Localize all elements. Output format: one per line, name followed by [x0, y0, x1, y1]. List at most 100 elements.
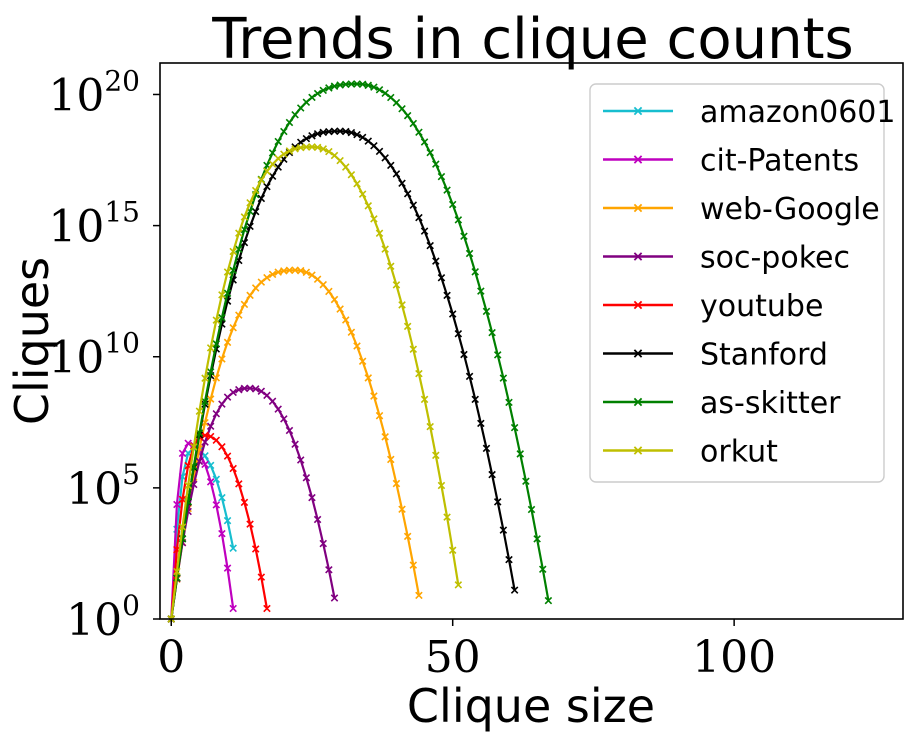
data-point-marker	[229, 544, 237, 552]
data-point-marker	[364, 202, 373, 210]
data-point-marker	[398, 505, 406, 513]
data-point-marker	[370, 83, 378, 91]
data-point-marker	[460, 350, 468, 359]
data-point-marker	[330, 151, 339, 160]
data-point-marker	[341, 163, 350, 171]
data-point-marker	[443, 513, 451, 521]
data-point-marker	[308, 132, 316, 140]
y-tick-label: 1015	[48, 196, 140, 253]
y-tick-exponent: 10	[104, 327, 140, 360]
data-point-marker	[223, 564, 232, 572]
y-tick-base: 10	[66, 464, 122, 515]
data-point-marker	[308, 271, 316, 279]
data-point-marker	[195, 407, 204, 415]
data-point-marker	[302, 134, 311, 143]
data-point-marker	[263, 182, 271, 191]
data-point-marker	[201, 397, 209, 406]
data-point-marker	[235, 480, 243, 488]
data-point-marker	[212, 340, 221, 348]
data-point-marker	[448, 200, 457, 209]
data-point-marker	[251, 186, 260, 195]
data-point-marker	[426, 422, 434, 431]
data-point-marker	[313, 89, 322, 98]
data-point-marker	[409, 119, 418, 128]
data-point-marker	[212, 316, 221, 324]
data-point-marker	[218, 355, 226, 363]
data-point-marker	[274, 137, 282, 146]
data-point-marker	[353, 180, 361, 188]
data-point-marker	[392, 170, 401, 178]
legend-item: orkut	[603, 435, 778, 470]
data-point-marker	[268, 397, 277, 406]
legend-marker	[633, 300, 643, 310]
data-point-marker	[370, 215, 378, 223]
data-point-marker	[268, 270, 277, 279]
axes-frame	[159, 62, 904, 620]
data-point-marker	[477, 419, 485, 428]
data-point-marker	[505, 555, 513, 564]
y-tick-base: 10	[48, 333, 104, 384]
data-point-marker	[291, 440, 299, 449]
data-point-marker	[251, 545, 260, 553]
data-point-marker	[432, 257, 440, 265]
data-point-marker	[178, 523, 187, 531]
data-point-marker	[403, 189, 412, 198]
data-point-marker	[173, 567, 181, 576]
legend-label: as-skitter	[700, 386, 841, 421]
data-point-marker	[499, 526, 508, 534]
data-point-marker	[454, 581, 463, 589]
data-point-marker	[308, 493, 316, 502]
data-point-marker	[206, 422, 215, 431]
data-point-marker	[330, 127, 339, 136]
data-point-marker	[364, 81, 373, 90]
x-axis-ticks: 0 50 100	[157, 619, 776, 683]
data-point-marker	[432, 451, 440, 460]
data-point-marker	[420, 227, 429, 235]
legend-item: cit-Patents	[603, 144, 859, 179]
data-point-marker	[212, 374, 221, 382]
data-point-marker	[392, 281, 401, 289]
series-line	[170, 130, 516, 620]
data-point-marker	[325, 84, 333, 92]
data-point-marker	[353, 342, 361, 350]
data-point-marker	[223, 452, 232, 460]
data-point-marker	[381, 154, 389, 162]
data-point-marker	[313, 515, 322, 524]
data-point-marker	[510, 586, 519, 594]
data-point-marker	[308, 93, 316, 102]
data-point-marker	[263, 273, 271, 282]
data-point-marker	[178, 449, 187, 458]
data-point-marker	[426, 148, 434, 157]
data-point-marker	[465, 372, 474, 381]
plot-area	[167, 80, 553, 623]
data-point-marker	[280, 150, 288, 158]
data-point-marker	[493, 498, 502, 506]
data-point-marker	[381, 433, 389, 441]
data-point-marker	[319, 539, 328, 548]
data-point-marker	[499, 374, 508, 382]
data-point-marker	[387, 262, 395, 271]
data-point-marker	[415, 213, 423, 222]
data-point-marker	[527, 505, 536, 514]
data-point-marker	[505, 398, 513, 407]
data-point-marker	[229, 247, 237, 256]
data-point-marker	[206, 344, 215, 352]
series-orkut	[167, 143, 463, 623]
y-tick-label: 1010	[48, 327, 140, 384]
data-point-marker	[313, 275, 322, 284]
data-point-marker	[218, 400, 226, 408]
data-point-marker	[330, 82, 339, 90]
data-point-marker	[229, 604, 237, 613]
y-tick-base: 10	[66, 595, 122, 646]
data-point-marker	[409, 345, 418, 354]
data-point-marker	[448, 310, 457, 318]
data-point-marker	[454, 329, 463, 338]
legend-label: amazon0601	[700, 95, 895, 130]
data-point-marker	[319, 128, 328, 137]
data-point-marker	[381, 89, 389, 97]
data-point-marker	[370, 392, 378, 400]
data-point-marker	[235, 229, 243, 237]
data-point-marker	[358, 133, 367, 142]
series-web-google	[167, 266, 423, 623]
data-point-marker	[341, 316, 350, 324]
